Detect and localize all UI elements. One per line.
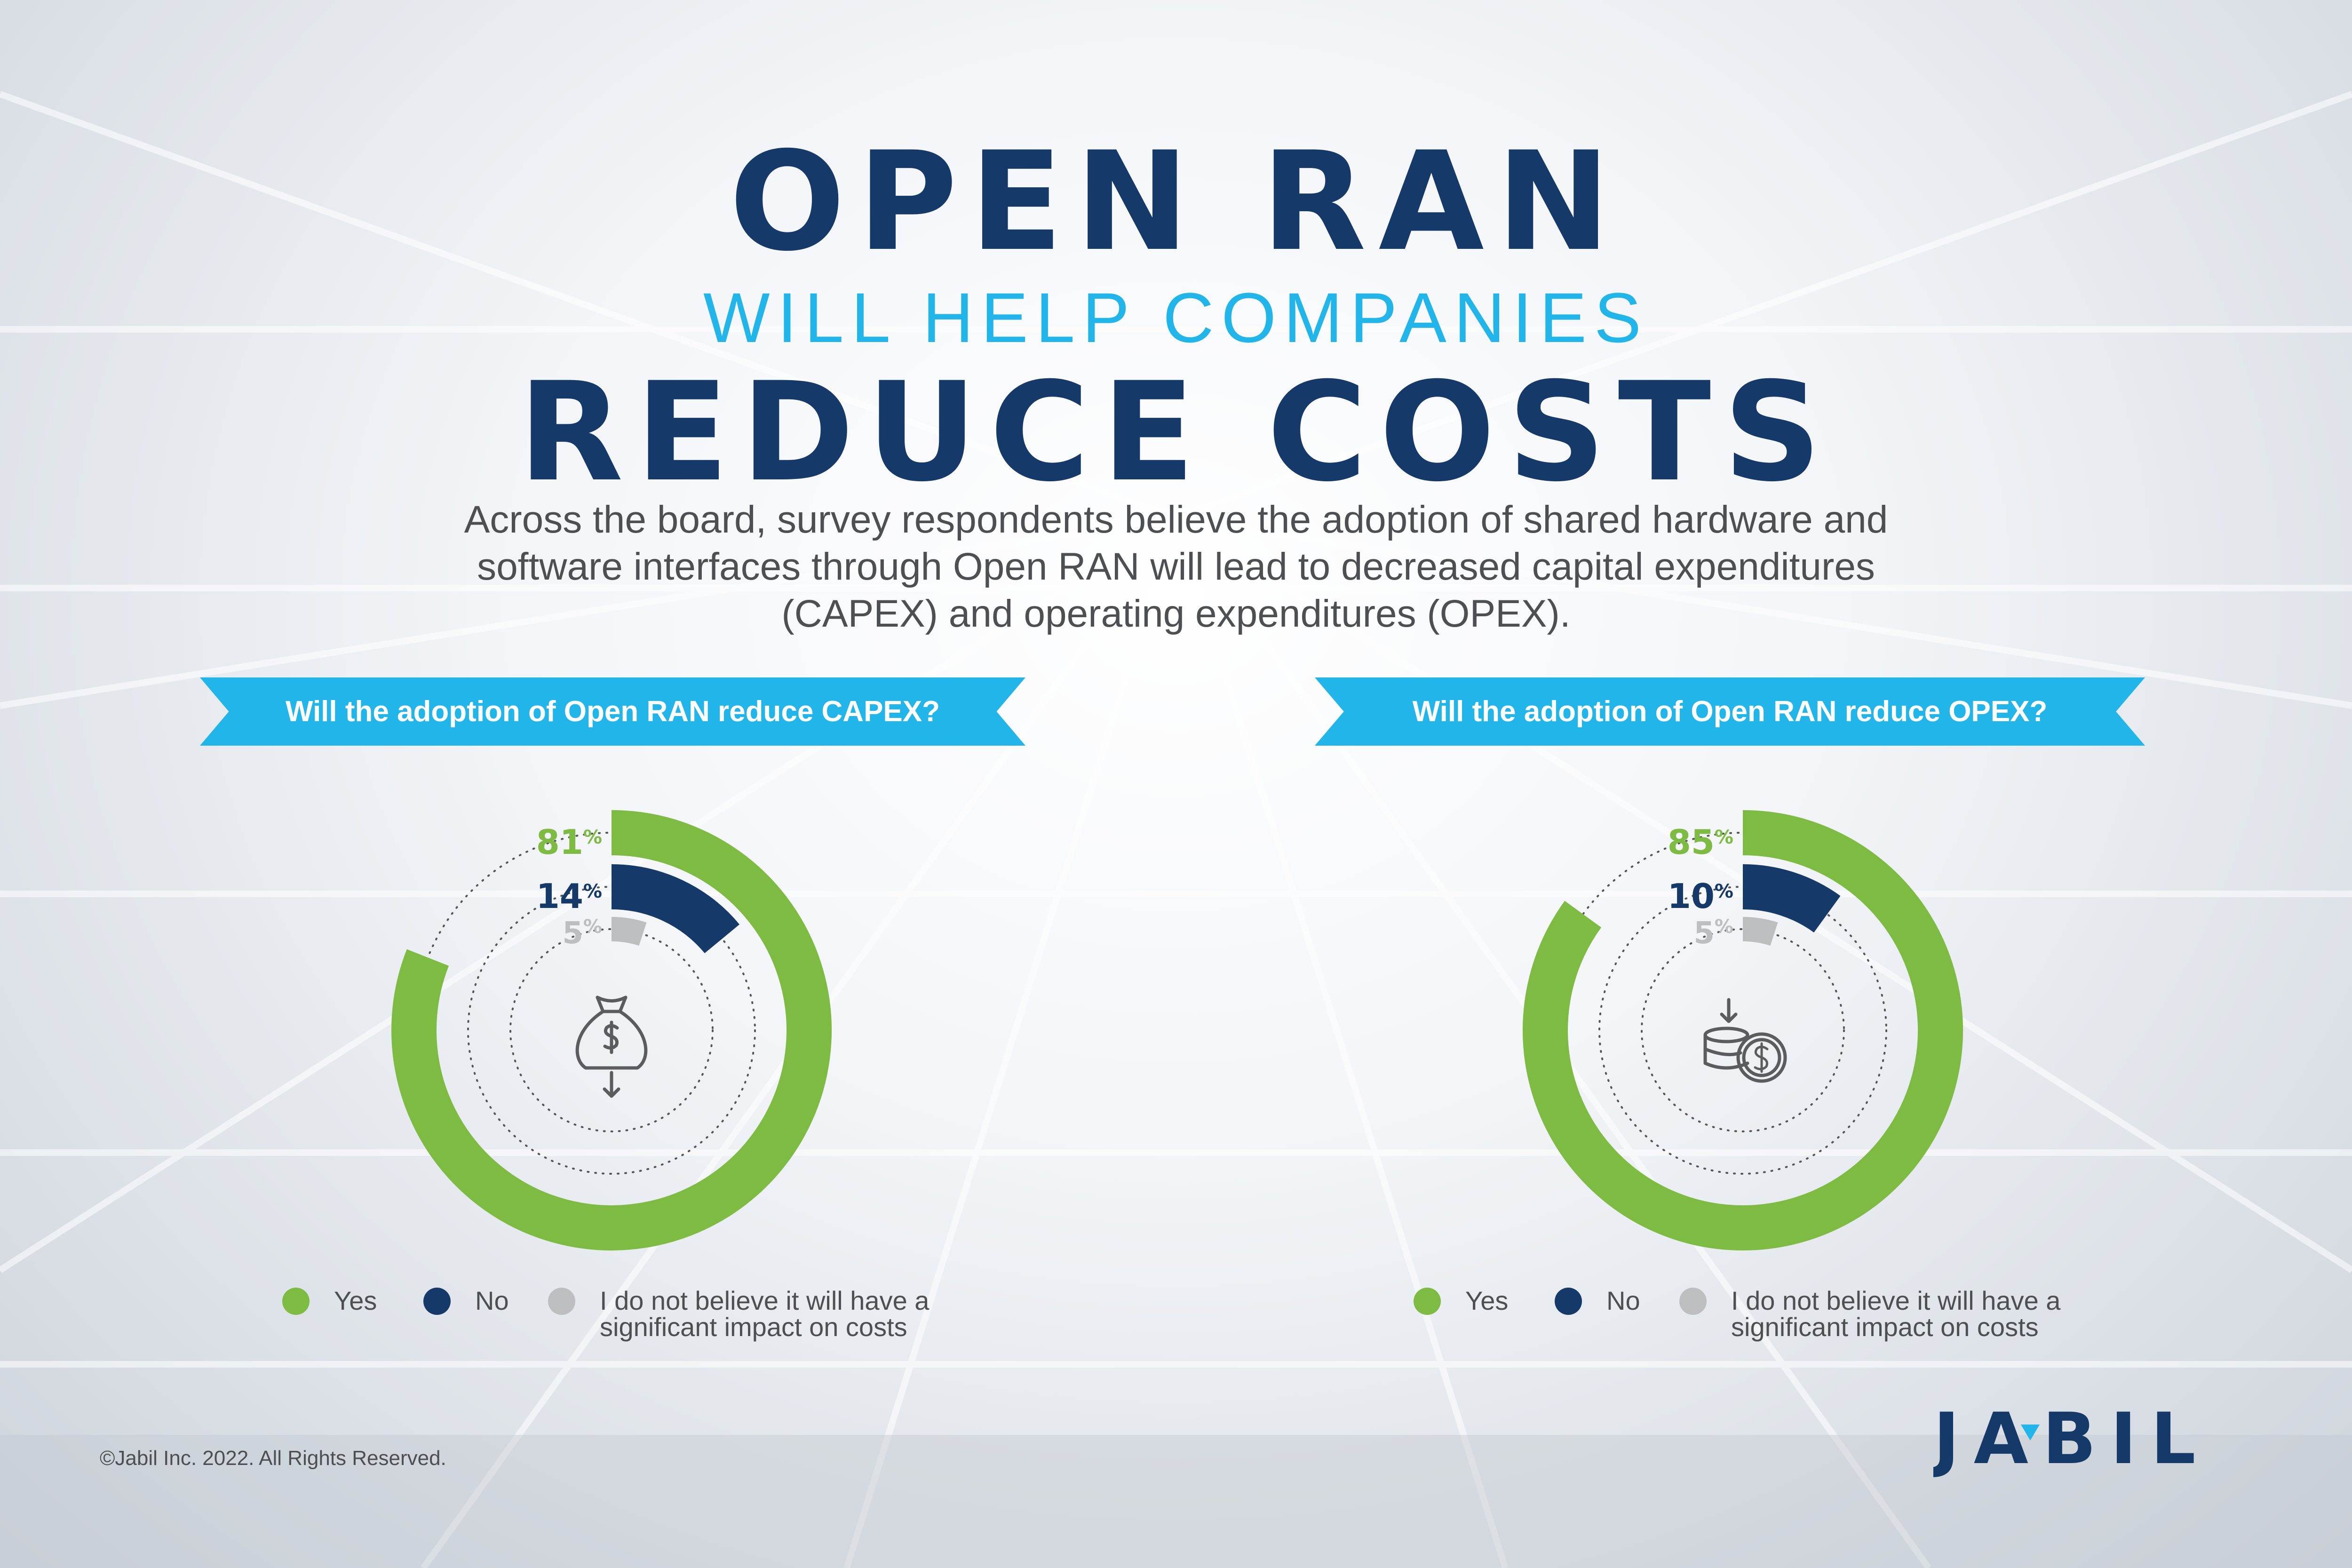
- jabil-logo: JABIL: [1933, 1402, 2210, 1477]
- pct-unit-neutral: %: [1715, 916, 1733, 938]
- logo-wordmark: JABIL: [1933, 1402, 2210, 1477]
- intro-paragraph: Across the board, survey respondents bel…: [464, 498, 1888, 635]
- pct-label-yes: 81%: [536, 822, 602, 862]
- legend-label-no: No: [1606, 1286, 1640, 1315]
- title-line-3: REDUCE COSTS: [518, 353, 1834, 512]
- legend-swatch-no: [423, 1288, 451, 1315]
- pct-label-neutral: 5%: [1693, 916, 1733, 951]
- guide-ring-3: [509, 928, 714, 1132]
- pct-unit-no: %: [583, 881, 602, 902]
- pct-unit-yes: %: [583, 827, 602, 848]
- legend-label-neutral: I do not believe it will have a signific…: [1731, 1286, 2061, 1342]
- legend-swatch-neutral: [1679, 1288, 1707, 1315]
- pct-unit-yes: %: [1715, 827, 1733, 848]
- pct-label-neutral: 5%: [562, 916, 602, 951]
- pct-unit-neutral: %: [583, 916, 602, 938]
- legend-label-yes: Yes: [334, 1286, 377, 1315]
- copyright-text: ©Jabil Inc. 2022. All Rights Reserved.: [100, 1447, 446, 1470]
- title-line-1: OPEN RAN: [729, 123, 1623, 281]
- arc-no: [1742, 864, 1841, 933]
- title-line-2: WILL HELP COMPANIES: [703, 278, 1649, 357]
- pct-label-no: 10%: [1668, 876, 1733, 916]
- legend-swatch-yes: [282, 1288, 310, 1315]
- arc-no: [611, 864, 739, 954]
- money-bag-down-icon: [575, 995, 648, 1098]
- legend-label-yes: Yes: [1465, 1286, 1509, 1315]
- title-block: OPEN RAN WILL HELP COMPANIES REDUCE COST…: [0, 132, 2352, 503]
- guide-ring-2: [467, 886, 756, 1175]
- logo-accent: [2021, 1425, 2040, 1441]
- pct-label-no: 14%: [536, 876, 602, 916]
- legend-label-no: No: [475, 1286, 509, 1315]
- legend-label-neutral: I do not believe it will have a signific…: [600, 1286, 930, 1342]
- pct-unit-no: %: [1715, 881, 1733, 902]
- coins-down-icon: [1703, 998, 1787, 1083]
- pct-label-yes: 85%: [1668, 822, 1733, 862]
- opex-question-banner: Will the adoption of Open RAN reduce OPE…: [1315, 677, 2145, 746]
- guide-ring-3: [1641, 928, 1845, 1132]
- opex-donut-chart: 85% 10%5%: [1523, 810, 1963, 1250]
- capex-legend: Yes No I do not believe it will have a sig…: [282, 1287, 988, 1348]
- arc-neutral: [1742, 917, 1778, 946]
- guide-ring-2: [1598, 886, 1887, 1175]
- legend-swatch-no: [1555, 1288, 1582, 1315]
- capex-donut-chart: 81% 14%5%: [391, 810, 832, 1250]
- arc-yes: [391, 810, 832, 1250]
- legend-swatch-neutral: [548, 1288, 575, 1315]
- opex-legend: Yes No I do not believe it will have a sig…: [1414, 1287, 2119, 1348]
- arc-neutral: [611, 917, 647, 946]
- legend-swatch-yes: [1414, 1288, 1441, 1315]
- arc-yes: [1523, 810, 1963, 1250]
- capex-question-banner: Will the adoption of Open RAN reduce CAP…: [200, 677, 1025, 746]
